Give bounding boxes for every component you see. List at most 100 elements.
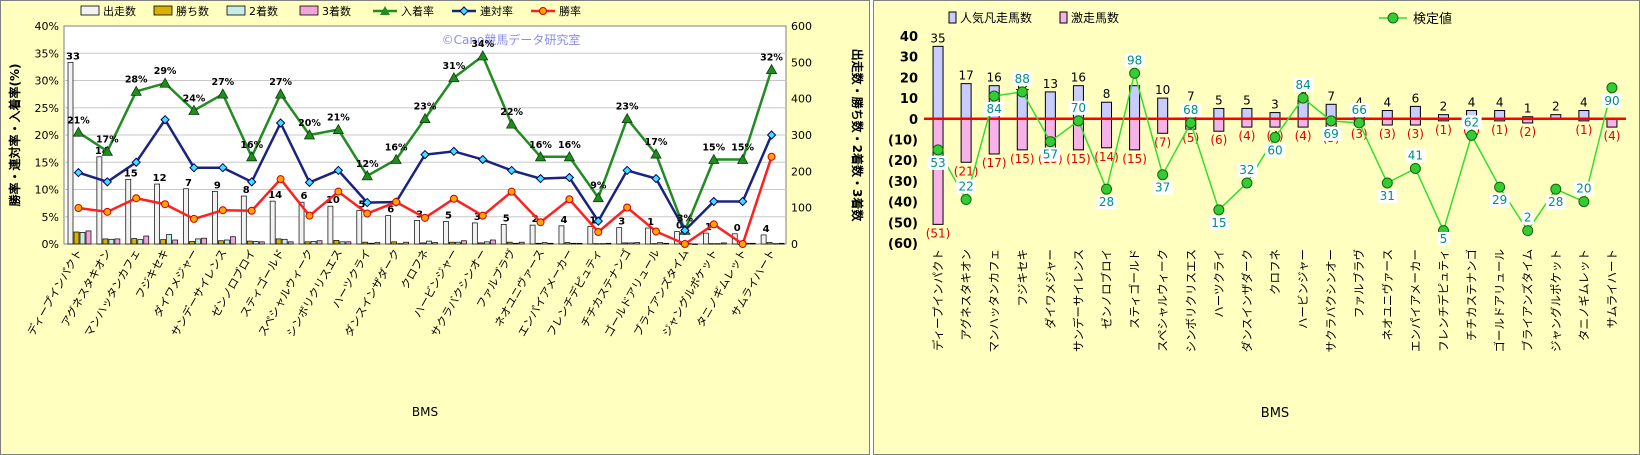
bar-3着数 bbox=[461, 240, 467, 245]
point-勝率 bbox=[709, 220, 718, 229]
line-label-bg bbox=[928, 155, 949, 170]
point-勝率 bbox=[623, 203, 632, 212]
point-検定値 bbox=[1016, 86, 1028, 98]
bar-激走馬数 bbox=[960, 118, 972, 163]
pos-data-label: 2 bbox=[1552, 100, 1560, 114]
point-入着率 bbox=[159, 77, 171, 88]
point-入着率 bbox=[534, 150, 547, 162]
point-入着率 bbox=[765, 63, 778, 74]
bar-data-label: 10 bbox=[326, 195, 340, 206]
bar-2着数 bbox=[628, 242, 635, 245]
category-label: シンボリクリスエス bbox=[1184, 249, 1198, 353]
point-勝率 bbox=[449, 194, 458, 203]
point-連対率 bbox=[564, 172, 575, 183]
bar-2着数 bbox=[166, 234, 172, 245]
bar-data-label: 1 bbox=[589, 216, 596, 227]
point-入着率 bbox=[72, 126, 85, 137]
point-連対率 bbox=[73, 167, 84, 178]
point-検定値 bbox=[988, 90, 1000, 102]
point-検定値 bbox=[1157, 169, 1169, 181]
legend-label: 勝率 bbox=[559, 4, 581, 18]
point-検定値 bbox=[1466, 129, 1478, 141]
bar-勝ち数 bbox=[160, 239, 166, 245]
line-data-label: 20% bbox=[298, 118, 321, 129]
bar-data-label: 9 bbox=[214, 180, 221, 191]
point-勝率 bbox=[478, 211, 487, 220]
x-axis-label: BMS bbox=[412, 405, 438, 419]
bar-勝ち数 bbox=[593, 243, 600, 245]
bar-3着数 bbox=[692, 243, 698, 245]
line-data-label: 69 bbox=[1324, 127, 1339, 141]
point-連対率 bbox=[304, 177, 315, 188]
bar-data-label: 4 bbox=[560, 215, 567, 226]
line-data-label: 84 bbox=[987, 102, 1002, 116]
point-検定値 bbox=[932, 144, 944, 156]
bar-出走数 bbox=[616, 227, 623, 245]
line-label-bg bbox=[984, 102, 1005, 117]
bar-2着数 bbox=[512, 242, 519, 245]
pos-data-label: 16 bbox=[987, 71, 1002, 85]
bar-2着数 bbox=[339, 241, 346, 245]
line-data-label: 29% bbox=[154, 66, 177, 77]
line-data-label: 60 bbox=[1267, 143, 1282, 157]
bar-3着数 bbox=[721, 242, 727, 245]
point-入着率 bbox=[505, 118, 518, 129]
line-data-label: 16% bbox=[529, 140, 552, 151]
line-label-bg bbox=[1236, 162, 1257, 177]
legend-label: 激走馬数 bbox=[1071, 10, 1119, 25]
bar-3着数 bbox=[749, 242, 756, 245]
point-連対率 bbox=[420, 149, 430, 160]
point-入着率 bbox=[737, 153, 749, 164]
point-入着率 bbox=[361, 170, 373, 181]
bar-激走馬数 bbox=[932, 118, 944, 225]
pos-data-label: 4 bbox=[1383, 96, 1391, 110]
category-label: フレンチデピュティ bbox=[1436, 249, 1450, 352]
point-連対率 bbox=[247, 177, 257, 187]
bar-3着数 bbox=[547, 242, 554, 245]
category-label: サンデーサイレンス bbox=[1071, 249, 1085, 352]
neg-data-label: (51) bbox=[926, 226, 951, 240]
line-data-label: 62 bbox=[1464, 115, 1479, 129]
y-tick: (20) bbox=[888, 154, 918, 169]
bar-3着数 bbox=[287, 241, 294, 245]
line-data-label: 23% bbox=[414, 102, 437, 113]
bar-人気凡走馬数 bbox=[960, 83, 972, 120]
legend-label: 連対率 bbox=[480, 4, 513, 18]
bar-出走数 bbox=[414, 220, 420, 245]
bar-data-label: 7 bbox=[185, 178, 192, 189]
point-検定値 bbox=[1578, 196, 1590, 208]
line-data-label: 32% bbox=[760, 53, 783, 64]
point-入着率 bbox=[419, 112, 431, 124]
point-連対率 bbox=[737, 196, 748, 207]
point-連対率 bbox=[506, 165, 517, 176]
bar-3着数 bbox=[143, 235, 150, 245]
line-data-label: 15% bbox=[731, 143, 754, 154]
point-検定値 bbox=[1185, 117, 1197, 129]
pos-data-label: 5 bbox=[1215, 93, 1223, 107]
line-data-label: 37 bbox=[1155, 181, 1170, 195]
line-data-label: 31 bbox=[1380, 189, 1395, 203]
line-label-bg bbox=[1437, 232, 1450, 246]
neg-data-label: (4) bbox=[1238, 129, 1255, 143]
category-label: ハーツクライ bbox=[1212, 249, 1226, 318]
y-tick-left: 30% bbox=[35, 75, 59, 88]
category-label: タニノギムレット bbox=[1577, 249, 1591, 341]
line-data-label: 32 bbox=[1239, 163, 1254, 177]
bar-3着数 bbox=[316, 240, 323, 245]
bar-data-label: 3 bbox=[618, 217, 625, 228]
bar-人気凡走馬数 bbox=[1409, 105, 1421, 120]
neg-data-label: (1) bbox=[1575, 123, 1592, 137]
pos-data-label: 4 bbox=[1355, 96, 1363, 110]
category-label: マンハッタンカフェ bbox=[987, 249, 1001, 353]
bar-data-label: 14 bbox=[95, 146, 109, 157]
bar-勝ち数 bbox=[131, 238, 138, 245]
left-chart-svg: 0%5%10%15%20%25%30%35%40%010020030040050… bbox=[7, 4, 865, 419]
bar-3着数 bbox=[576, 242, 583, 245]
category-label: クロフネ bbox=[1268, 249, 1282, 295]
point-連対率 bbox=[709, 196, 719, 207]
point-入着率 bbox=[246, 150, 258, 162]
point-連対率 bbox=[102, 177, 113, 187]
bar-3着数 bbox=[172, 239, 178, 245]
bar-2着数 bbox=[79, 232, 86, 245]
neg-data-label: (1) bbox=[1435, 123, 1452, 137]
